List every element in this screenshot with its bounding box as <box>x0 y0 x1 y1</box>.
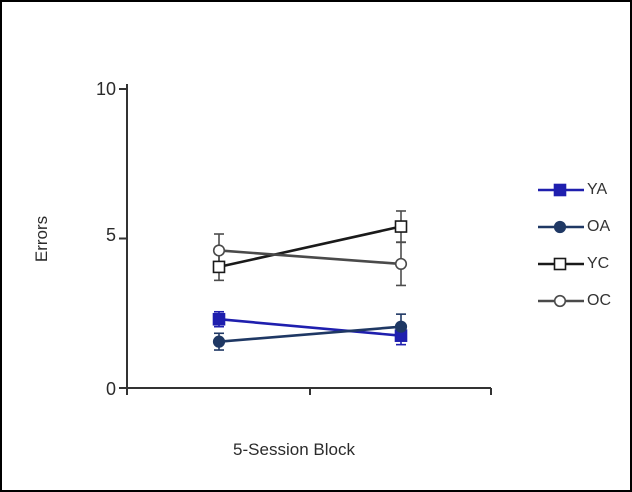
legend-label-yc: YC <box>587 254 610 272</box>
legend-label-oc: OC <box>587 291 611 309</box>
legend-label-oa: OA <box>587 217 611 235</box>
y-tick-label-5: 5 <box>105 225 116 245</box>
legend-item-ya: YA <box>538 171 611 208</box>
legend-item-oa: OA <box>538 208 611 245</box>
legend: YA OA YC OC <box>538 171 611 319</box>
y-tick-label-0: 0 <box>105 379 116 399</box>
legend-marker-oc-icon <box>538 294 584 307</box>
y-tick-label-10: 10 <box>95 79 116 99</box>
legend-marker-ya-icon <box>538 183 584 196</box>
legend-marker-oa-icon <box>538 220 584 233</box>
y-axis-title: Errors <box>32 215 51 263</box>
legend-marker-yc-icon <box>538 257 584 270</box>
legend-label-ya: YA <box>587 180 608 198</box>
x-axis-title: 5-Session Block <box>233 440 355 459</box>
legend-item-yc: YC <box>538 245 611 282</box>
legend-item-oc: OC <box>538 282 611 319</box>
